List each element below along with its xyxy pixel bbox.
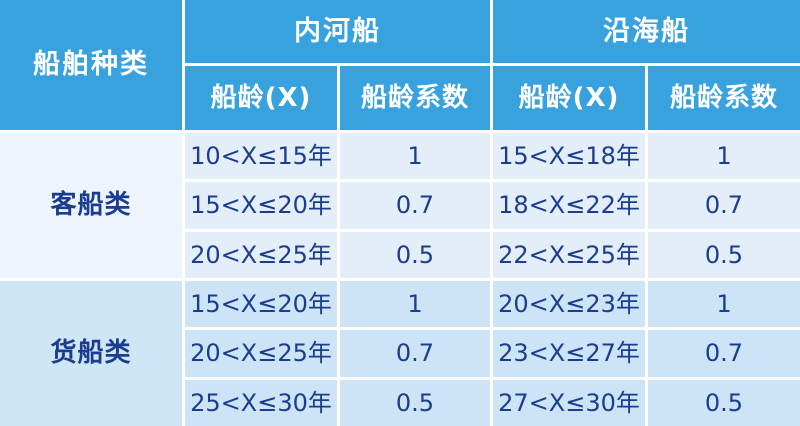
coefficient-cell: 1	[340, 133, 490, 180]
coefficient-cell: 0.7	[648, 330, 800, 377]
age-range-cell: 23<X≤27年	[493, 330, 645, 377]
age-range-cell: 27<X≤30年	[493, 379, 645, 426]
coefficient-cell: 1	[340, 280, 490, 328]
coefficient-cell: 1	[648, 133, 800, 180]
corner-header-ship-type: 船舶种类	[0, 0, 182, 130]
category-cargo-ships: 货船类	[0, 280, 182, 426]
age-range-cell: 15<X≤18年	[493, 133, 645, 180]
age-range-cell: 10<X≤15年	[185, 133, 337, 180]
coefficient-cell: 0.5	[648, 231, 800, 278]
coefficient-cell: 1	[648, 280, 800, 328]
age-range-cell: 25<X≤30年	[185, 379, 337, 426]
subheader-inland-ship-age: 船龄(X)	[185, 66, 337, 130]
age-range-cell: 22<X≤25年	[493, 231, 645, 278]
coefficient-cell: 0.5	[340, 231, 490, 278]
coefficient-cell: 0.7	[340, 330, 490, 377]
age-range-cell: 18<X≤22年	[493, 182, 645, 229]
age-range-cell: 20<X≤23年	[493, 280, 645, 328]
coefficient-cell: 0.5	[648, 379, 800, 426]
subheader-coastal-ship-age: 船龄(X)	[493, 66, 645, 130]
age-range-cell: 15<X≤20年	[185, 182, 337, 229]
category-passenger-ships: 客船类	[0, 133, 182, 278]
coefficient-cell: 0.7	[340, 182, 490, 229]
subheader-inland-age-coefficient: 船龄系数	[340, 66, 490, 130]
age-range-cell: 20<X≤25年	[185, 231, 337, 278]
subheader-coastal-age-coefficient: 船龄系数	[648, 66, 800, 130]
coefficient-cell: 0.5	[340, 379, 490, 426]
age-range-cell: 20<X≤25年	[185, 330, 337, 377]
group-header-inland-river-ship: 内河船	[185, 0, 490, 63]
age-range-cell: 15<X≤20年	[185, 280, 337, 328]
coefficient-cell: 0.7	[648, 182, 800, 229]
group-header-coastal-ship: 沿海船	[493, 0, 800, 63]
